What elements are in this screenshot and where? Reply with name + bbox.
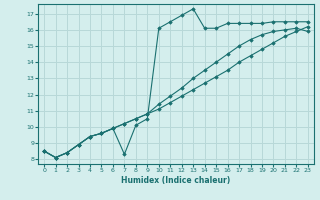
X-axis label: Humidex (Indice chaleur): Humidex (Indice chaleur) [121, 176, 231, 185]
